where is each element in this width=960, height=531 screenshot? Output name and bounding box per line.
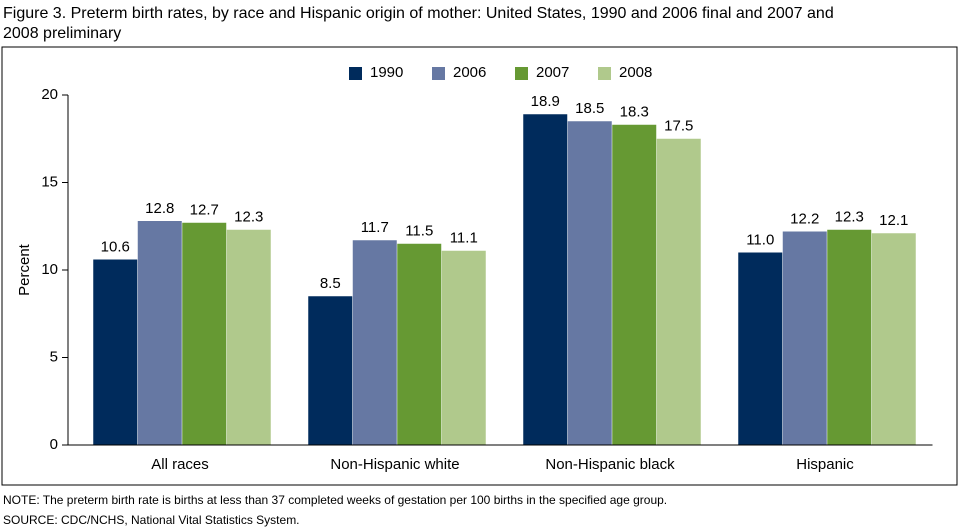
legend-label: 2007 [536,64,569,81]
value-label: 12.8 [145,200,174,217]
legend-swatch [515,67,528,80]
value-label: 10.6 [101,238,130,255]
bar [827,229,872,445]
bar [352,240,397,445]
bar [656,138,701,445]
bar [738,252,783,445]
x-tick-label: All races [151,456,209,473]
value-label: 12.3 [835,209,864,226]
bar [567,121,612,445]
bar [93,259,138,445]
y-tick-label: 5 [50,348,58,365]
bar [871,233,916,445]
y-tick-label: 20 [41,86,58,103]
bar [612,124,657,445]
value-label: 12.1 [879,212,908,229]
x-tick-label: Non-Hispanic black [545,456,675,473]
value-label: 12.3 [234,209,263,226]
note: SOURCE: CDC/NCHS, National Vital Statist… [3,513,300,527]
value-label: 11.5 [405,223,433,240]
bar [523,114,568,445]
chart-title: Figure 3. Preterm birth rates, by race a… [3,5,834,22]
value-label: 11.0 [746,231,774,248]
note: NOTE: The preterm birth rate is births a… [3,493,667,507]
value-label: 12.2 [790,210,819,227]
bar [226,229,271,445]
bar [441,250,486,445]
value-label: 11.7 [361,219,389,236]
value-label: 11.1 [450,230,478,247]
bar [397,243,442,445]
value-label: 18.3 [620,104,649,121]
legend-swatch [432,67,445,80]
bar [137,221,182,445]
legend-swatch [349,67,362,80]
legend-swatch [598,67,611,80]
bar [782,231,827,445]
y-tick-label: 0 [50,436,58,453]
value-label: 8.5 [320,275,341,292]
y-tick-label: 15 [41,173,58,190]
value-label: 17.5 [664,118,693,135]
bar [182,222,227,445]
chart-title: 2008 preliminary [3,25,121,42]
value-label: 12.7 [190,202,219,219]
value-label: 18.9 [531,93,560,110]
x-tick-label: Non-Hispanic white [330,456,459,473]
legend-label: 1990 [370,64,403,81]
y-tick-label: 10 [41,261,58,278]
bar [308,296,353,445]
x-tick-label: Hispanic [796,456,854,473]
legend-label: 2006 [453,64,486,81]
legend-label: 2008 [619,64,652,81]
y-axis-label: Percent [16,243,33,296]
value-label: 18.5 [575,100,604,117]
chart-frame [1,46,958,486]
